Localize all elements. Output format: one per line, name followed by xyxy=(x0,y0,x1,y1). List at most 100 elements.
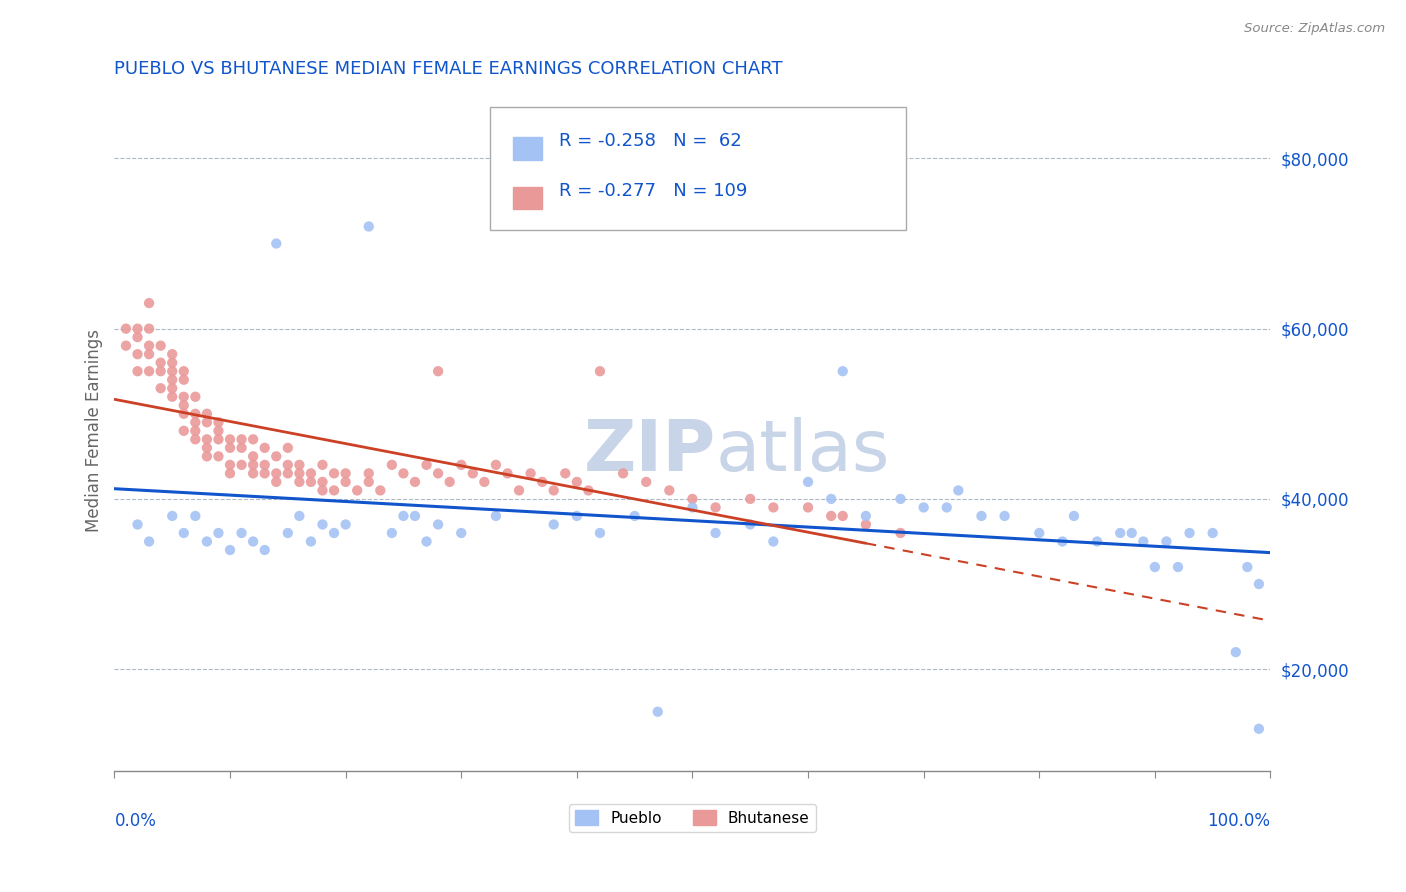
Point xyxy=(415,458,437,472)
Point xyxy=(543,483,565,498)
Point xyxy=(127,364,149,378)
Text: ZIP: ZIP xyxy=(583,417,716,486)
Point xyxy=(253,458,276,472)
Point xyxy=(195,407,218,421)
Point xyxy=(335,467,357,481)
Point xyxy=(160,373,183,387)
Point xyxy=(612,467,634,481)
Point xyxy=(184,407,207,421)
Text: R = -0.277   N = 109: R = -0.277 N = 109 xyxy=(560,182,748,200)
Bar xyxy=(513,137,543,160)
Point xyxy=(889,491,911,506)
Point xyxy=(219,458,242,472)
Point xyxy=(450,526,472,541)
Point xyxy=(1201,526,1223,541)
Legend: Pueblo, Bhutanese: Pueblo, Bhutanese xyxy=(569,804,815,832)
Point xyxy=(589,526,612,541)
Point xyxy=(948,483,970,498)
Point xyxy=(658,483,681,498)
Point xyxy=(207,415,229,429)
Point xyxy=(173,407,195,421)
Point xyxy=(381,458,404,472)
Text: 0.0%: 0.0% xyxy=(114,813,156,830)
Point xyxy=(1109,526,1132,541)
Point xyxy=(543,517,565,532)
Point xyxy=(138,364,160,378)
Point xyxy=(404,508,426,523)
Point xyxy=(993,508,1015,523)
Point xyxy=(450,458,472,472)
Point xyxy=(335,475,357,489)
Point xyxy=(277,441,299,455)
Text: Source: ZipAtlas.com: Source: ZipAtlas.com xyxy=(1244,22,1385,36)
Point xyxy=(173,373,195,387)
Text: PUEBLO VS BHUTANESE MEDIAN FEMALE EARNINGS CORRELATION CHART: PUEBLO VS BHUTANESE MEDIAN FEMALE EARNIN… xyxy=(114,60,783,78)
Point xyxy=(160,381,183,395)
Point xyxy=(519,467,541,481)
Point xyxy=(264,450,287,464)
Point xyxy=(1143,560,1166,574)
Point xyxy=(1063,508,1085,523)
Point xyxy=(357,219,380,234)
Point xyxy=(508,483,530,498)
Point xyxy=(508,194,530,208)
Point xyxy=(253,543,276,558)
Point xyxy=(496,467,519,481)
Point xyxy=(127,347,149,361)
Point xyxy=(485,508,508,523)
Point xyxy=(160,356,183,370)
Point xyxy=(242,458,264,472)
Point xyxy=(404,475,426,489)
Point xyxy=(820,491,842,506)
Point xyxy=(1085,534,1108,549)
Point xyxy=(1132,534,1154,549)
Point xyxy=(115,339,138,353)
Point xyxy=(195,441,218,455)
Text: 100.0%: 100.0% xyxy=(1208,813,1271,830)
Point xyxy=(184,390,207,404)
Point xyxy=(565,508,588,523)
Point xyxy=(427,517,450,532)
Bar xyxy=(513,187,543,210)
Point xyxy=(762,534,785,549)
FancyBboxPatch shape xyxy=(491,107,907,230)
Point xyxy=(149,356,172,370)
Point xyxy=(1121,526,1143,541)
Point xyxy=(415,534,437,549)
Point xyxy=(299,467,322,481)
Point xyxy=(461,467,484,481)
Point xyxy=(1052,534,1074,549)
Point xyxy=(173,390,195,404)
Point xyxy=(299,475,322,489)
Point xyxy=(219,441,242,455)
Text: R = -0.258   N =  62: R = -0.258 N = 62 xyxy=(560,132,742,151)
Point xyxy=(288,475,311,489)
Point xyxy=(160,508,183,523)
Point xyxy=(889,526,911,541)
Point xyxy=(439,475,461,489)
Point xyxy=(115,321,138,335)
Point xyxy=(740,517,762,532)
Point xyxy=(368,483,391,498)
Point xyxy=(173,398,195,412)
Point xyxy=(1178,526,1201,541)
Point xyxy=(207,424,229,438)
Point xyxy=(173,364,195,378)
Point xyxy=(636,475,658,489)
Point xyxy=(935,500,957,515)
Point xyxy=(160,390,183,404)
Point xyxy=(855,508,877,523)
Point xyxy=(681,500,703,515)
Point xyxy=(589,364,612,378)
Point xyxy=(195,450,218,464)
Point xyxy=(381,526,404,541)
Point xyxy=(184,424,207,438)
Point xyxy=(647,705,669,719)
Y-axis label: Median Female Earnings: Median Female Earnings xyxy=(86,329,103,533)
Point xyxy=(195,415,218,429)
Point xyxy=(219,543,242,558)
Point xyxy=(138,339,160,353)
Point xyxy=(357,475,380,489)
Point xyxy=(1247,577,1270,591)
Point xyxy=(681,491,703,506)
